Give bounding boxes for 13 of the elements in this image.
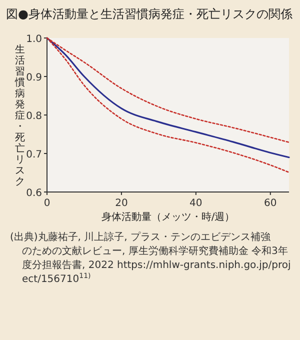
chart-title: 図●身体活動量と生活習慣病発症・死亡リスクの関係: [6, 7, 292, 21]
x-tick-label: 0: [44, 198, 50, 209]
x-axis-title: 身体活動量（メッツ・時/週）: [101, 211, 235, 223]
y-tick-label: 0.8: [26, 111, 42, 122]
y-tick-label: 0.6: [26, 188, 42, 199]
x-tick-label: 60: [264, 198, 277, 209]
x-tick-label: 40: [190, 198, 202, 209]
text: 生活習慣病発症・死亡リスク: [15, 44, 25, 188]
y-tick-label: 1.0: [26, 34, 42, 45]
y-tick-label: 0.9: [26, 72, 42, 84]
y-tick-label: 0.7: [26, 150, 42, 160]
text: (出典)丸藤祐子, 川上諒子, プラス・テンのエビデンス補強のための文献レビュー, 厚生労働科学研究費補助金 令和3年度分担報告書, 2022 https://mhlw-grants.niph.go.jp/project/156710$^{11)}$: [10, 231, 291, 285]
x-tick-label: 20: [115, 198, 128, 209]
